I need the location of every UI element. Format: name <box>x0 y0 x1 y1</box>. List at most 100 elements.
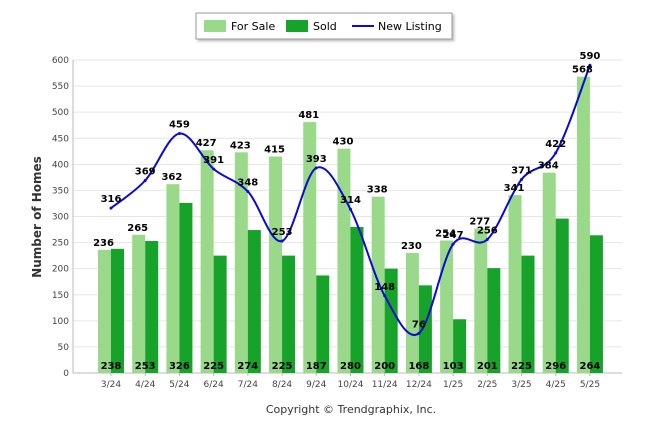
label-sold: 187 <box>306 361 327 372</box>
y-tick-label: 600 <box>52 56 69 66</box>
label-for-sale: 265 <box>127 223 148 234</box>
label-new-listing: 253 <box>272 227 293 238</box>
label-for-sale: 236 <box>93 238 114 249</box>
y-tick-label: 550 <box>52 82 69 92</box>
label-sold: 238 <box>101 361 122 372</box>
y-tick-label: 450 <box>52 134 69 144</box>
bar-sold <box>589 235 603 373</box>
bar-for-sale <box>508 195 522 373</box>
value-labels: 236 238 265 253 362 326 427 225 423 274 415 225 481 1… <box>93 51 600 372</box>
bar-sold <box>384 268 398 373</box>
bar-for-sale <box>200 150 214 373</box>
bar-sold <box>350 226 364 373</box>
label-new-listing: 348 <box>237 177 258 188</box>
bar-sold <box>418 285 432 373</box>
x-tick-label: 3/24 <box>101 380 121 390</box>
y-tick-label: 100 <box>52 317 69 327</box>
bar-sold <box>453 319 467 373</box>
bars <box>98 76 603 374</box>
bar-sold <box>521 255 535 373</box>
label-new-listing: 247 <box>443 230 464 241</box>
label-new-listing: 393 <box>306 154 327 165</box>
new-listing-point <box>143 179 147 183</box>
bar-for-sale <box>576 76 590 374</box>
bar-sold <box>247 230 261 373</box>
legend-label-sold: Sold <box>313 20 337 33</box>
x-tick-label: 10/24 <box>338 380 364 390</box>
legend: For Sale Sold New Listing <box>195 12 453 40</box>
label-sold: 280 <box>340 361 361 372</box>
label-sold: 253 <box>135 361 156 372</box>
x-tick-label: 8/24 <box>272 380 292 390</box>
legend-swatch-for-sale <box>204 20 226 32</box>
label-sold: 225 <box>203 361 224 372</box>
new-listing-point <box>554 151 558 155</box>
legend-swatch-sold <box>286 20 308 32</box>
new-listing-point <box>314 166 318 170</box>
bar-for-sale <box>405 253 419 373</box>
label-new-listing: 316 <box>101 194 122 205</box>
label-new-listing: 590 <box>580 51 601 62</box>
label-for-sale: 362 <box>161 172 182 183</box>
new-listing-point <box>212 167 216 171</box>
y-tick-label: 0 <box>63 369 69 379</box>
bar-for-sale <box>371 196 385 373</box>
label-sold: 168 <box>408 361 429 372</box>
label-sold: 274 <box>237 361 258 372</box>
bar-for-sale <box>269 156 283 373</box>
label-for-sale: 568 <box>572 65 593 76</box>
label-new-listing: 369 <box>135 167 156 178</box>
label-new-listing: 256 <box>477 225 498 236</box>
bar-for-sale <box>166 184 180 373</box>
bar-sold <box>179 202 193 373</box>
new-listing-point <box>451 242 455 246</box>
label-for-sale: 481 <box>298 110 319 121</box>
new-listing-point <box>280 239 284 243</box>
label-new-listing: 314 <box>340 195 361 206</box>
y-tick-label: 350 <box>52 186 69 196</box>
y-axis-label: Number of Homes <box>30 156 44 278</box>
new-listing-point <box>109 206 113 210</box>
new-listing-point <box>485 237 489 241</box>
new-listing-point <box>417 331 421 335</box>
bar-for-sale <box>474 228 488 373</box>
new-listing-point <box>348 207 352 211</box>
copyright-text: Copyright © Trendgraphix, Inc. <box>266 403 436 416</box>
bar-sold <box>316 275 330 373</box>
bar-for-sale <box>542 172 556 373</box>
x-tick-label: 6/24 <box>204 380 224 390</box>
new-listing-point <box>246 189 250 193</box>
bar-sold <box>282 255 296 373</box>
y-tick-label: 50 <box>58 343 70 353</box>
label-new-listing: 371 <box>511 165 532 176</box>
bar-for-sale <box>234 152 248 373</box>
bar-sold <box>145 241 159 373</box>
new-listing-point <box>588 63 592 67</box>
label-for-sale: 341 <box>504 183 525 194</box>
label-new-listing: 459 <box>169 120 190 131</box>
x-tick-label: 4/24 <box>135 380 155 390</box>
bar-for-sale <box>98 249 111 373</box>
new-listing-point <box>383 294 387 298</box>
label-for-sale: 430 <box>333 137 354 148</box>
label-for-sale: 338 <box>367 185 388 196</box>
label-for-sale: 423 <box>230 140 251 151</box>
label-sold: 225 <box>272 361 293 372</box>
bar-sold <box>213 255 227 373</box>
label-for-sale: 277 <box>469 216 490 227</box>
bar-sold <box>487 268 501 373</box>
x-tick-label: 12/24 <box>406 380 432 390</box>
y-tick-label: 500 <box>52 108 69 118</box>
label-for-sale: 384 <box>538 161 559 172</box>
label-sold: 103 <box>443 361 464 372</box>
x-tick-label: 2/25 <box>477 380 497 390</box>
legend-box <box>195 12 453 40</box>
label-new-listing: 148 <box>374 282 395 293</box>
legend-label-for-sale: For Sale <box>231 20 275 33</box>
new-listing-point <box>177 132 181 136</box>
bar-for-sale <box>337 148 351 373</box>
label-sold: 225 <box>511 361 532 372</box>
y-tick-label: 200 <box>52 265 69 275</box>
label-for-sale: 415 <box>264 145 285 156</box>
